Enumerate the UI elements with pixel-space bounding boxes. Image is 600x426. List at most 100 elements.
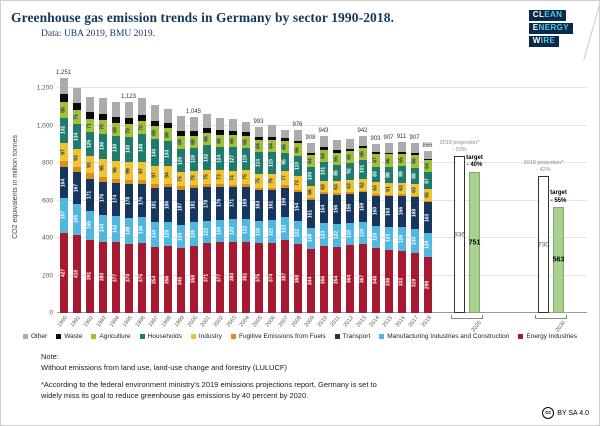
segment-transport-2010: 154 bbox=[319, 194, 328, 224]
segment-fugitive-emissions-from-fuels-2000 bbox=[189, 185, 198, 189]
segment-value: 95 bbox=[99, 165, 105, 171]
segment-value: 171 bbox=[86, 190, 92, 199]
stacked-bar-1991: 418 165 167 93 134 75 bbox=[72, 87, 81, 313]
segment-waste-1994 bbox=[111, 116, 120, 124]
segment-energy-industries-2011: 354 bbox=[332, 246, 341, 313]
segment-waste-1998 bbox=[163, 122, 172, 129]
bar-slot-1999: 345 125 187 75 125 69 1999 bbox=[173, 115, 187, 328]
segment-value: 374 bbox=[268, 273, 274, 283]
segment-value: 115 bbox=[268, 158, 274, 167]
segment-households-1997: 140 bbox=[150, 139, 159, 166]
segment-manufacturing-industries-and-construction-1994: 142 bbox=[111, 215, 120, 243]
bar-slot-2017: 319 130 168 63 88 65 907 2017 bbox=[407, 135, 421, 328]
segment-value: 123 bbox=[320, 230, 326, 239]
segment-other-2017 bbox=[410, 142, 419, 154]
total-label-2005: 993 bbox=[253, 118, 264, 125]
segment-energy-industries-2012: 364 bbox=[345, 244, 354, 313]
segment-agriculture-2003: 65 bbox=[228, 134, 237, 147]
segment-agriculture-2009: 64 bbox=[306, 154, 315, 167]
segment-manufacturing-industries-and-construction-1990: 187 bbox=[59, 197, 68, 233]
segment-waste-2004 bbox=[241, 132, 250, 136]
segment-value: 187 bbox=[60, 211, 66, 220]
segment-energy-industries-2014: 348 bbox=[371, 247, 380, 313]
total-label-2000: 1,045 bbox=[185, 109, 202, 116]
segment-value: 358 bbox=[190, 275, 196, 284]
segment-value: 63 bbox=[320, 183, 326, 190]
segment-households-2000: 118 bbox=[189, 148, 198, 171]
segment-value: 121 bbox=[268, 227, 274, 236]
segment-energy-industries-2017: 319 bbox=[410, 253, 419, 313]
stacked-bar-1993: 380 144 176 95 136 70 bbox=[98, 98, 107, 313]
x-label-2001: 2001 bbox=[199, 315, 212, 329]
logo-text-strong: CL bbox=[532, 10, 545, 19]
legend-label: Waste bbox=[64, 333, 83, 340]
segment-other-2014 bbox=[371, 143, 380, 152]
segment-transport-2001: 178 bbox=[202, 187, 211, 221]
segment-value: 66 bbox=[307, 189, 313, 195]
segment-value: 176 bbox=[216, 199, 222, 208]
segment-households-2010: 101 bbox=[319, 161, 328, 181]
segment-agriculture-1999: 69 bbox=[176, 136, 185, 149]
segment-fugitive-emissions-from-fuels-1994 bbox=[111, 178, 120, 184]
segment-value: 65 bbox=[242, 139, 248, 145]
segment-energy-industries-1999: 345 bbox=[176, 248, 185, 313]
legend-label: Transport bbox=[342, 333, 371, 340]
segment-value: 130 bbox=[125, 145, 131, 154]
segment-energy-industries-1990: 427 bbox=[59, 232, 68, 313]
segment-value: 134 bbox=[151, 229, 157, 239]
segment-energy-industries-2013: 367 bbox=[358, 244, 367, 313]
stacked-bar-2016: 333 126 166 63 89 65 bbox=[397, 142, 406, 313]
legend-label: Other bbox=[31, 333, 48, 340]
legend-item-agriculture: Agriculture bbox=[91, 333, 131, 340]
stacked-bar-2004: 381 122 169 75 119 65 bbox=[241, 121, 250, 313]
segment-industry-1996: 97 bbox=[137, 162, 146, 181]
segment-value: 67 bbox=[372, 157, 378, 164]
x-label-1993: 1993 bbox=[95, 315, 108, 329]
segment-agriculture-1993: 70 bbox=[98, 120, 107, 134]
segment-transport-1996: 176 bbox=[137, 184, 146, 218]
caption-line: - 33% bbox=[452, 147, 467, 154]
segment-value: 354 bbox=[151, 275, 157, 284]
x-label-1996: 1996 bbox=[134, 315, 147, 329]
x-label-1998: 1998 bbox=[160, 315, 173, 329]
segment-value: 69 bbox=[164, 131, 170, 138]
segment-value: 97 bbox=[138, 168, 144, 174]
y-tick-200: 200 bbox=[42, 272, 53, 279]
caption-line: - 55% bbox=[550, 197, 567, 204]
segment-value: 126 bbox=[398, 234, 404, 243]
bar-slot-2015: 336 123 163 61 88 66 907 2015 bbox=[381, 135, 395, 328]
segment-industry-2011: 63 bbox=[332, 180, 341, 193]
segment-other-1991 bbox=[72, 87, 81, 104]
segment-value: 65 bbox=[346, 153, 352, 160]
segment-manufacturing-industries-and-construction-1999: 125 bbox=[176, 224, 185, 249]
segment-other-2002 bbox=[215, 118, 224, 131]
segment-agriculture-1990: 88 bbox=[59, 101, 68, 118]
segment-manufacturing-industries-and-construction-1997: 134 bbox=[150, 221, 159, 247]
segment-households-1993: 136 bbox=[98, 133, 107, 160]
segment-agriculture-2016: 65 bbox=[397, 153, 406, 166]
segment-energy-industries-1996: 375 bbox=[137, 242, 146, 313]
segment-energy-industries-1991: 418 bbox=[72, 234, 81, 313]
segment-value: 387 bbox=[281, 272, 287, 281]
segment-transport-1997: 181 bbox=[150, 187, 159, 222]
segment-value: 89 bbox=[398, 171, 404, 177]
projection-caption-2030: 2019 projection* - 42% bbox=[524, 160, 564, 174]
segment-value: 174 bbox=[112, 195, 118, 204]
segment-value: 368 bbox=[294, 274, 300, 283]
stacked-bar-1990: 427 187 164 97 132 88 bbox=[59, 78, 68, 313]
segment-value: 427 bbox=[60, 268, 66, 278]
stacked-bar-2012: 364 118 155 63 92 65 bbox=[345, 139, 354, 313]
segment-value: 66 bbox=[294, 146, 300, 153]
logo-badge: WIRE bbox=[528, 36, 560, 47]
segment-value: 160 bbox=[372, 206, 378, 215]
segment-other-1993 bbox=[98, 98, 107, 114]
stacked-bar-2018: 298 129 163 65 87 64 bbox=[423, 150, 432, 313]
segment-value: 95 bbox=[281, 159, 287, 165]
stacked-bar-2006: 374 121 161 76 115 64 bbox=[267, 125, 276, 313]
segment-transport-2004: 169 bbox=[241, 187, 250, 219]
segment-fugitive-emissions-from-fuels-2012 bbox=[345, 191, 354, 194]
segment-value: 142 bbox=[112, 224, 118, 234]
segment-waste-2013 bbox=[358, 145, 367, 148]
legend-item-manufacturing-industries-and-construction: Manufacturing Industries and Constructio… bbox=[379, 333, 509, 340]
segment-value: 74 bbox=[229, 174, 235, 181]
